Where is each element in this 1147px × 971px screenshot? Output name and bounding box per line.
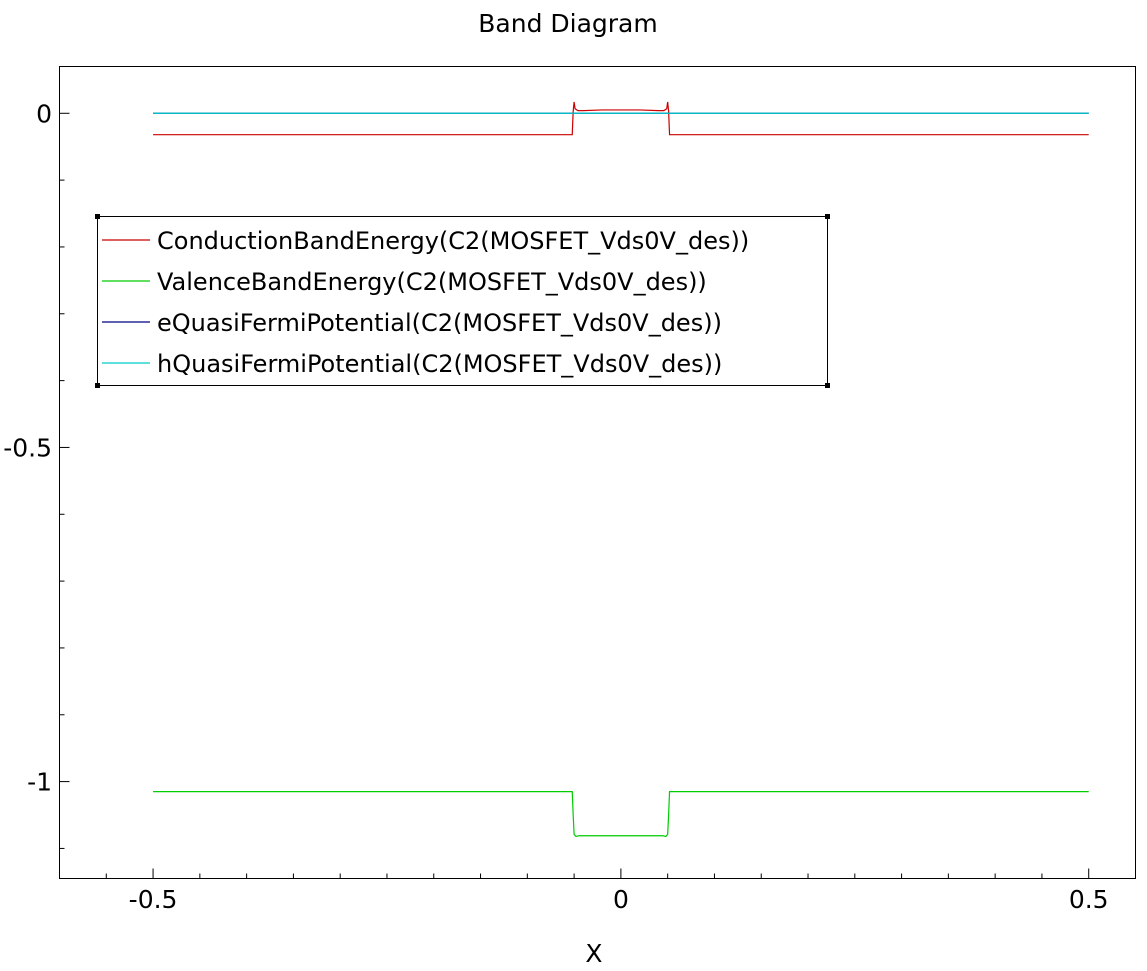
x-axis: -0.5 0 0.5 xyxy=(129,868,1109,914)
series-layer xyxy=(153,101,1089,838)
legend-handle[interactable] xyxy=(95,383,100,388)
x-axis-label: X xyxy=(585,939,602,967)
y-axis: 0 -0.5 -1 xyxy=(3,99,70,797)
x-minor-ticks xyxy=(105,873,1136,879)
legend-handle[interactable] xyxy=(825,214,830,219)
x-tick-label: -0.5 xyxy=(129,885,178,914)
chart-title: Band Diagram xyxy=(478,9,657,38)
legend-box xyxy=(97,216,828,386)
y-minor-ticks xyxy=(59,179,65,849)
series-line xyxy=(153,101,1089,136)
legend-handle[interactable] xyxy=(95,214,100,219)
x-tick-label: 0.5 xyxy=(1069,885,1109,914)
y-tick-label: 0 xyxy=(36,99,52,128)
legend-label: eQuasiFermiPotential(C2(MOSFET_Vds0V_des… xyxy=(157,309,722,337)
series-line xyxy=(153,791,1089,838)
legend-label: hQuasiFermiPotential(C2(MOSFET_Vds0V_des… xyxy=(157,350,722,378)
plot-frame xyxy=(59,66,1136,879)
x-tick-label: 0 xyxy=(613,885,629,914)
y-tick-label: -0.5 xyxy=(3,433,52,462)
legend-label: ConductionBandEnergy(C2(MOSFET_Vds0V_des… xyxy=(157,227,749,255)
legend-handle[interactable] xyxy=(825,383,830,388)
legend-entries: ConductionBandEnergy(C2(MOSFET_Vds0V_des… xyxy=(102,227,749,378)
legend[interactable]: ConductionBandEnergy(C2(MOSFET_Vds0V_des… xyxy=(95,214,830,388)
y-tick-label: -1 xyxy=(27,768,52,797)
legend-label: ValenceBandEnergy(C2(MOSFET_Vds0V_des)) xyxy=(157,268,707,296)
